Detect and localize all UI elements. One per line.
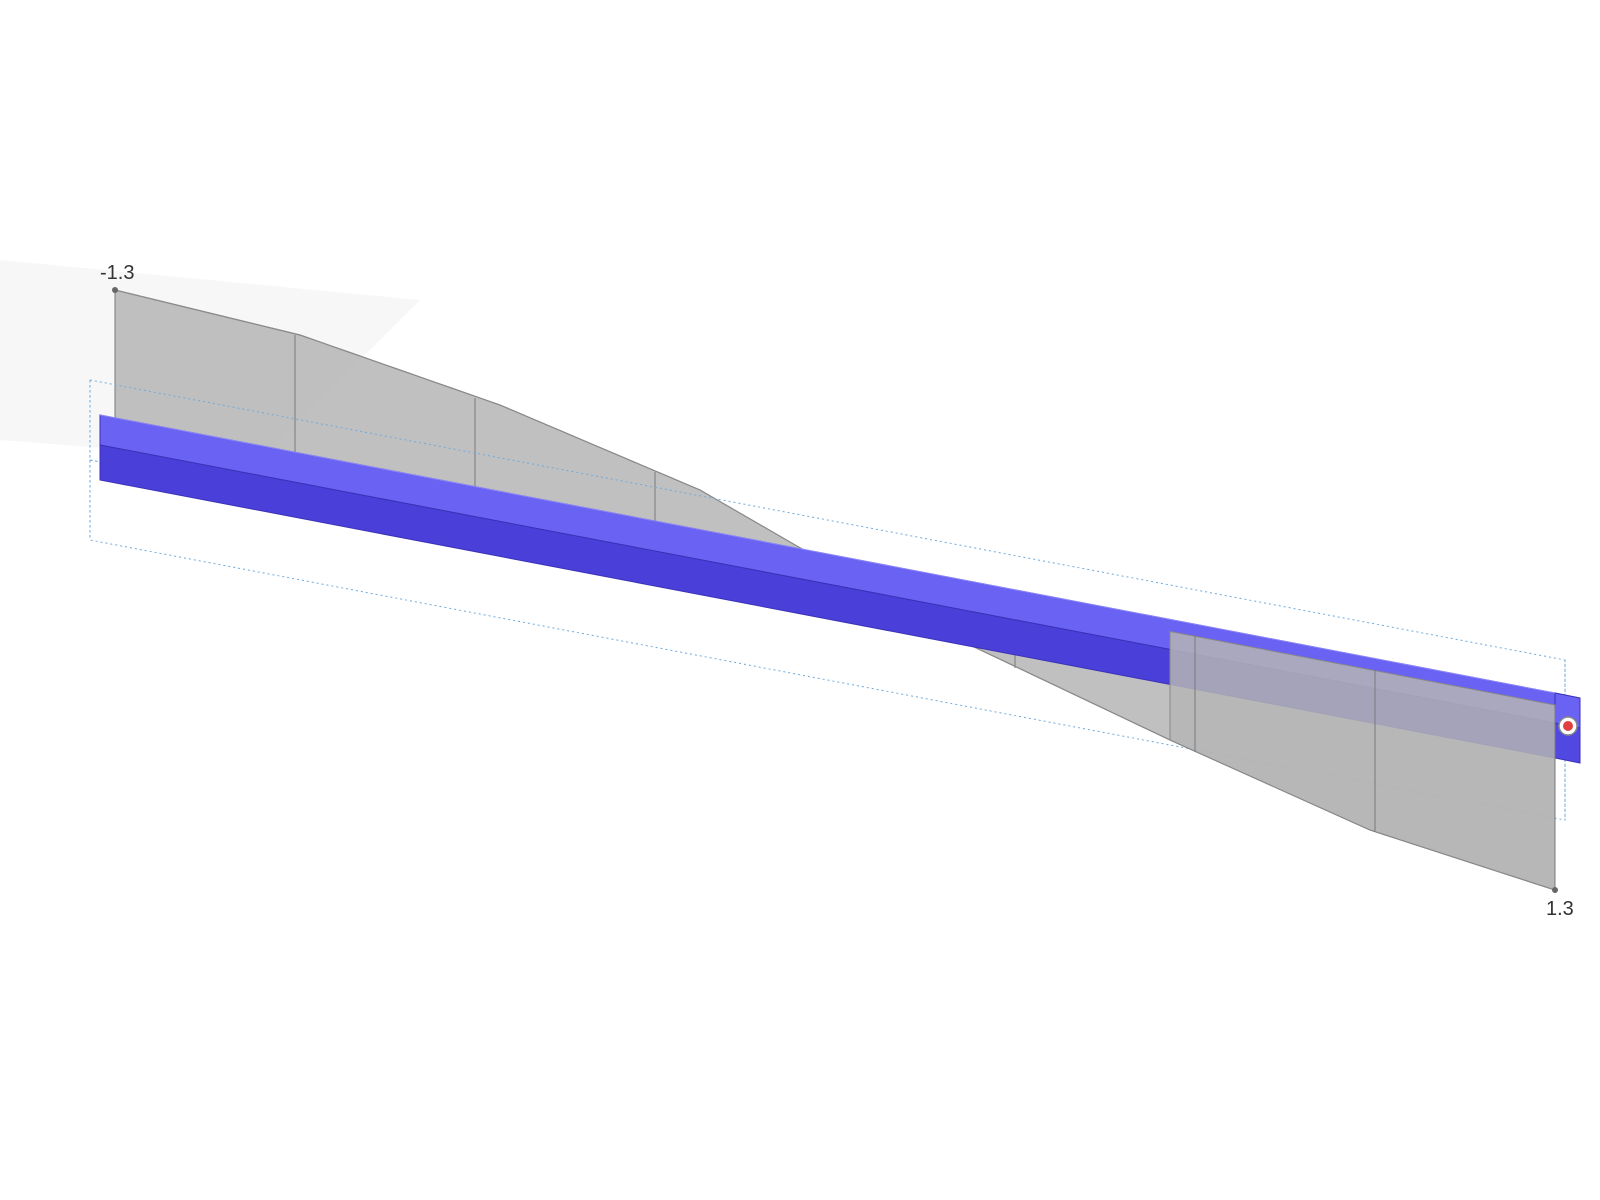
scene-viewport[interactable]: -1.3 1.3: [0, 0, 1600, 1200]
node-marker-inner[interactable]: [1563, 721, 1573, 731]
curve-endpoint-left: [112, 287, 118, 293]
scene-svg[interactable]: [0, 0, 1600, 1200]
curve-endpoint-right: [1552, 887, 1558, 893]
moment-diagram-lower-front: [1170, 631, 1555, 890]
axis-label-left: -1.3: [100, 262, 134, 285]
axis-label-right: 1.3: [1546, 898, 1574, 921]
beam-highlight: [100, 415, 1555, 693]
